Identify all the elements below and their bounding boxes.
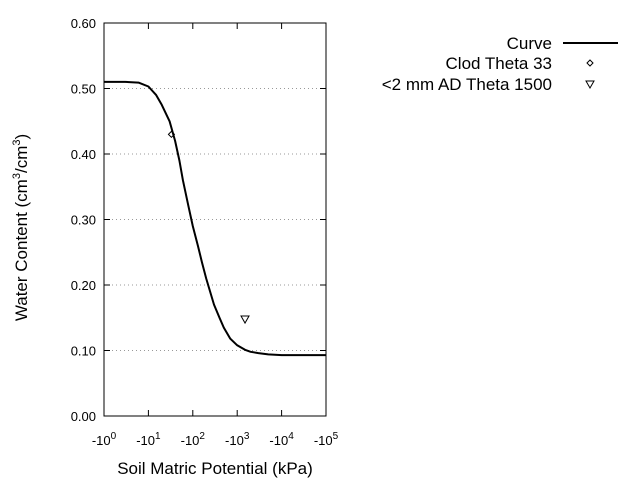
x-tick-label-exp: 5 [333, 431, 339, 442]
x-tick-label-exp: 1 [155, 431, 161, 442]
y-tick-label: 0.10 [71, 344, 96, 359]
y-axis-title-exp2: 3 [11, 140, 23, 146]
x-tick-label-base: -10 [314, 433, 333, 448]
y-axis-title-exp1: 3 [11, 173, 23, 179]
y-tick-label: 0.60 [71, 16, 96, 31]
series-layer [104, 80, 326, 357]
x-axis-title: Soil Matric Potential (kPa) [117, 459, 313, 478]
series-line-curve [104, 80, 326, 357]
legend-label: Curve [507, 34, 552, 53]
y-tick-label: 0.00 [71, 409, 96, 424]
x-tick-label-exp: 0 [111, 431, 117, 442]
y-tick-label: 0.30 [71, 213, 96, 228]
x-tick-label-exp: 2 [199, 431, 205, 442]
x-tick-label-base: -10 [136, 433, 155, 448]
x-tick-label: -105 [314, 431, 339, 448]
legend-swatch-triangle [585, 80, 595, 90]
x-tick-label-base: -10 [92, 433, 111, 448]
x-tick-label-base: -10 [181, 433, 200, 448]
gridlines [104, 88, 326, 351]
legend-label: <2 mm AD Theta 1500 [382, 75, 552, 94]
x-tick-label: -100 [92, 431, 117, 448]
x-tick-label-base: -10 [269, 433, 288, 448]
x-tick-label: -101 [136, 431, 161, 448]
data-point-ad-theta-1500 [240, 315, 250, 325]
y-tick-label: 0.40 [71, 147, 96, 162]
y-axis-title-mid: /cm [12, 146, 31, 173]
y-axis-title-prefix: Water Content (cm [12, 179, 31, 321]
x-tick-label-exp: 4 [288, 431, 294, 442]
y-tick-label: 0.20 [71, 278, 96, 293]
axis-ticks: 0.000.100.200.300.400.500.60-100 -101 -102… [71, 16, 339, 448]
y-tick-label: 0.50 [71, 82, 96, 97]
x-tick-label-exp: 3 [244, 431, 250, 442]
legend-label: Clod Theta 33 [446, 54, 552, 73]
data-point-clod-theta-33 [167, 130, 176, 139]
x-tick-label: -103 [225, 431, 250, 448]
x-tick-label: -102 [181, 431, 206, 448]
x-tick-label-base: -10 [225, 433, 244, 448]
y-axis-title-suffix: ) [12, 134, 31, 140]
y-axis-title: Water Content (cm3/cm3) [11, 134, 31, 321]
legend-swatch-diamond [586, 59, 594, 67]
x-tick-label: -104 [269, 431, 294, 448]
